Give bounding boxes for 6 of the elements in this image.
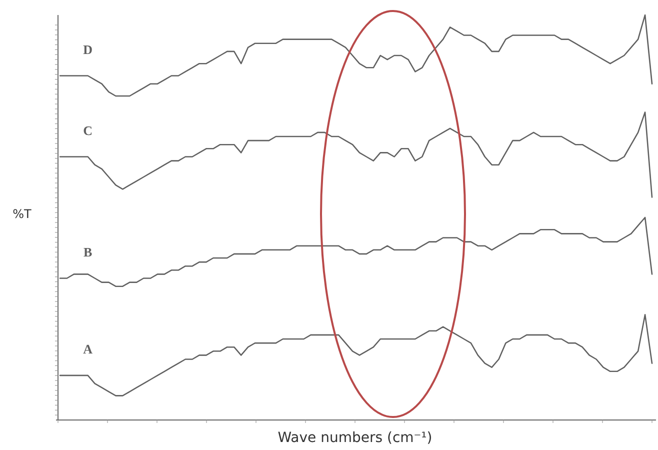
x-axis-title: Wave numbers (cm⁻¹) <box>278 430 432 446</box>
series-label: C <box>83 122 93 138</box>
series-label: B <box>84 244 93 260</box>
y-axis-title: %T <box>12 207 32 221</box>
series-label: A <box>83 341 94 356</box>
series-label: D <box>83 42 93 57</box>
